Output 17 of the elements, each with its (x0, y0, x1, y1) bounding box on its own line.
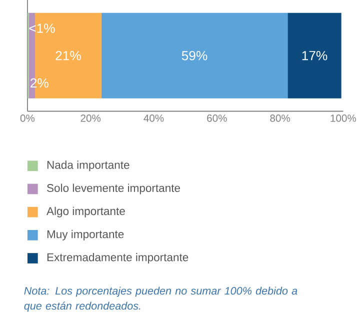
x-tick-label: 20% (80, 114, 101, 122)
legend-label: Muy importante (47, 230, 124, 241)
data-label: 59% (182, 51, 208, 60)
legend-label: Extremadamente importante (47, 253, 188, 264)
legend-label: Algo importante (46, 207, 125, 218)
data-label: 17% (302, 51, 328, 60)
x-tick-label: 80% (270, 114, 290, 122)
x-tick-label: 0% (20, 114, 35, 122)
x-tick-label: 60% (207, 114, 227, 122)
legend-label: Nada importante (47, 160, 130, 172)
x-tick-label: 100% (330, 114, 356, 122)
bar (288, 13, 342, 99)
x-tick-label: 40% (144, 114, 164, 122)
bar (101, 13, 288, 99)
data-label: 21% (56, 51, 81, 60)
legend-label: Solo levemente importante (47, 184, 180, 194)
text: Nota: Los porcentajes pueden no sumar 100% debido a que están redondeados. (24, 286, 298, 312)
